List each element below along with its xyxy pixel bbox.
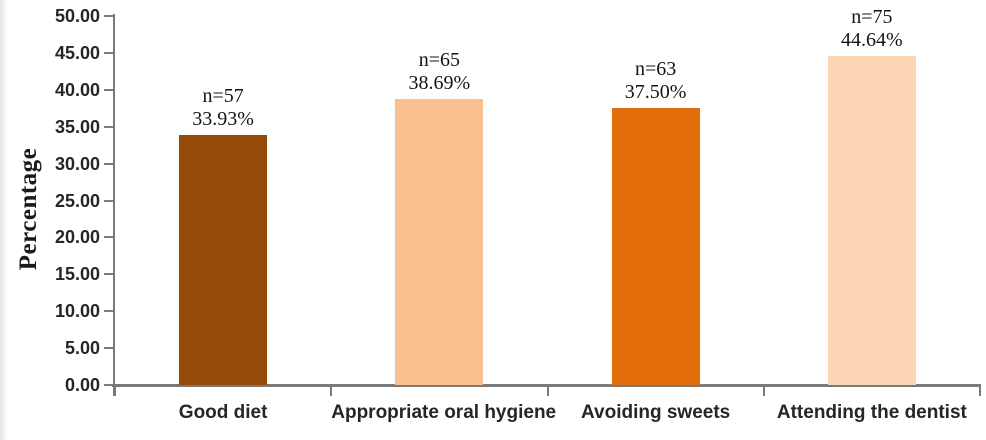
bar <box>179 134 268 385</box>
x-tick-mark <box>979 384 981 396</box>
y-tick-label: 30.00 <box>54 153 100 174</box>
y-tick-label: 50.00 <box>54 6 100 26</box>
y-tick-mark <box>104 125 113 128</box>
y-tick-mark <box>104 310 113 313</box>
y-tick-label: 20.00 <box>54 227 100 248</box>
y-tick-label: 35.00 <box>54 116 100 137</box>
bar-value-line: 38.69% <box>408 72 471 95</box>
bar-value-line: n=75 <box>851 5 893 28</box>
bar <box>611 108 700 385</box>
y-tick-mark <box>104 162 113 165</box>
bar <box>827 55 916 385</box>
category-label: Avoiding sweets <box>581 402 731 423</box>
bar-value-label: n=75 44.64% <box>782 6 962 52</box>
y-tick-mark <box>104 236 113 239</box>
bar-value-line: n=65 <box>418 49 461 72</box>
y-tick-label: 40.00 <box>54 79 100 100</box>
category-label: Attending the dentist <box>776 402 967 423</box>
y-tick-mark <box>104 51 113 54</box>
category-label: Good diet <box>178 402 268 423</box>
y-tick-label: 45.00 <box>54 42 100 63</box>
y-tick-label: 0.00 <box>64 375 100 395</box>
y-tick-mark <box>104 384 113 386</box>
y-tick-mark <box>104 88 113 91</box>
y-tick-mark <box>104 273 113 276</box>
y-tick-mark <box>104 15 113 17</box>
y-tick-label: 25.00 <box>54 190 100 211</box>
bar-value-label: n=57 33.93% <box>133 85 313 131</box>
bar <box>395 99 484 385</box>
x-tick-mark <box>330 384 333 396</box>
y-tick-label: 5.00 <box>64 338 100 359</box>
left-edge-shadow <box>0 0 8 440</box>
bar-value-line: 44.64% <box>841 28 903 51</box>
bar-value-label: n=65 38.69% <box>349 49 529 95</box>
bar-value-line: n=57 <box>202 84 244 107</box>
y-tick-mark <box>104 347 113 350</box>
bar-value-label: n=63 37.50% <box>566 58 746 104</box>
category-label: Appropriate oral hygiene <box>331 402 557 423</box>
y-tick-mark <box>104 199 113 202</box>
y-tick-label: 15.00 <box>54 264 100 285</box>
y-axis-line <box>113 14 115 396</box>
x-tick-mark <box>762 384 765 396</box>
bar-value-line: 37.50% <box>624 81 687 104</box>
x-tick-mark <box>546 384 549 396</box>
x-tick-mark <box>114 384 116 396</box>
bar-value-line: n=63 <box>634 58 677 81</box>
bar-value-line: 33.93% <box>192 107 254 130</box>
y-tick-label: 10.00 <box>54 301 100 322</box>
